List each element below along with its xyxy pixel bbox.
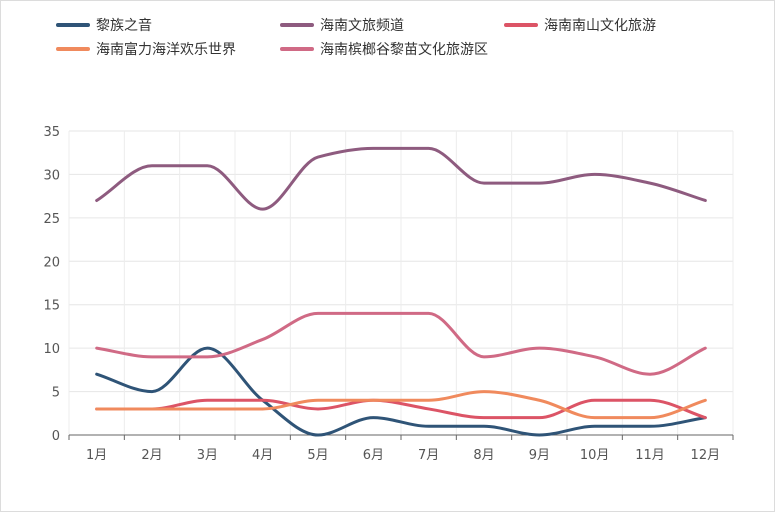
y-tick-label: 20 [43,255,60,270]
legend-item-1[interactable]: 海南文旅频道 [280,18,404,34]
series-line-0[interactable] [95,346,707,437]
axes: 0 5 10 15 20 25 30 35 1月 2月 3月 4月 5月 6月 7月 8月 9月 10月 11月 12… [43,125,734,463]
legend-label: 海南文旅频道 [320,18,404,34]
series-lines [95,146,707,437]
y-tick-label: 10 [43,342,60,357]
grid [68,130,734,436]
y-tick-label: 35 [43,125,60,140]
legend-item-2[interactable]: 海南南山文化旅游 [504,18,656,34]
y-tick-label: 30 [43,168,60,183]
x-tick-label: 12月 [691,448,721,463]
legend-label: 海南南山文化旅游 [544,18,656,34]
series-line-2[interactable] [95,398,707,420]
legend-label: 黎族之音 [96,17,152,34]
x-tick-label: 2月 [141,448,162,463]
x-tick-label: 3月 [197,448,218,463]
series-line-1[interactable] [95,146,707,211]
y-tick-label: 0 [52,429,60,444]
x-tick-label: 4月 [252,448,273,463]
x-tick-label: 8月 [473,448,494,463]
x-tick-label: 7月 [418,448,439,463]
y-tick-label: 25 [43,212,60,227]
legend-item-4[interactable]: 海南槟榔谷黎苗文化旅游区 [280,42,488,58]
x-tick-label: 6月 [363,448,384,463]
x-tick-label: 1月 [86,448,107,463]
legend-label: 海南槟榔谷黎苗文化旅游区 [320,42,488,58]
x-tick-label: 11月 [635,448,665,463]
legend-item-3[interactable]: 海南富力海洋欢乐世界 [56,41,236,58]
series-line-3[interactable] [95,390,707,420]
legend-label: 海南富力海洋欢乐世界 [96,41,236,58]
x-tick-label: 10月 [580,448,610,463]
series-line-4[interactable] [95,311,707,376]
x-tick-label: 9月 [529,448,550,463]
y-tick-label: 5 [52,386,60,401]
legend-item-0[interactable]: 黎族之音 [56,17,152,34]
x-tick-label: 5月 [307,448,328,463]
y-tick-label: 15 [43,299,60,314]
